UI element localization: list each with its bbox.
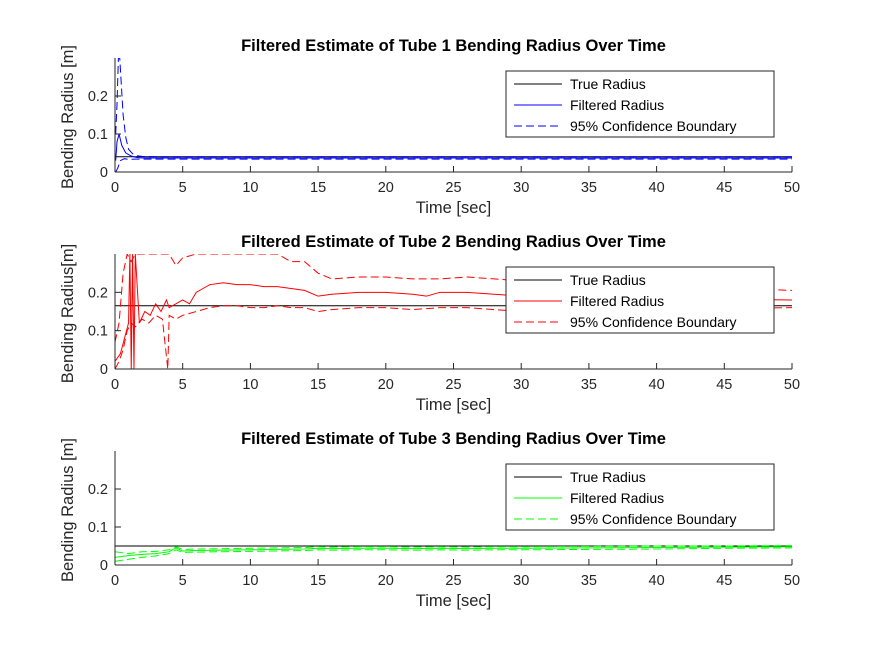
y-axis-label: Bending Radius [m]	[59, 438, 77, 582]
series-line-filtered-radius	[115, 546, 792, 558]
x-tick-label: 50	[784, 377, 800, 393]
legend-label: 95% Confidence Boundary	[570, 511, 737, 527]
legend-label: Filtered Radius	[570, 490, 664, 506]
y-axis-label: Bending Radius [m]	[59, 45, 77, 189]
x-tick-label: 25	[445, 377, 461, 393]
chart-panel-1: 0 5 10 15 20 25 30 35 40 45 50 0 0.1 0.2 Filtered Esti…	[59, 37, 800, 217]
x-tick-label: 20	[378, 180, 394, 196]
x-tick-label: 0	[111, 180, 119, 196]
x-tick-label: 20	[378, 573, 394, 589]
series-line-confidence-boundary	[115, 305, 792, 369]
y-axis-label: Bending Radius[m]	[59, 244, 77, 383]
legend-label: 95% Confidence Boundary	[570, 118, 737, 134]
series-line-filtered-radius	[115, 133, 792, 161]
legend: True Radius Filtered Radius 95% Confidence…	[505, 70, 775, 138]
x-tick-label: 15	[310, 573, 326, 589]
legend: True Radius Filtered Radius 95% Confidence…	[505, 463, 775, 531]
series-line-confidence-boundary	[115, 547, 792, 562]
x-tick-label: 0	[111, 573, 119, 589]
series-group	[115, 58, 792, 172]
y-tick-label: 0.2	[88, 482, 108, 498]
y-tick-label: 0	[100, 558, 108, 574]
y-tick-label: 0.2	[88, 285, 108, 301]
x-axis-label: Time [sec]	[416, 396, 491, 414]
x-tick-label: 50	[784, 573, 800, 589]
chart-panel-3: 0 5 10 15 20 25 30 35 40 45 50 0 0.1 0.2 Filtered Esti…	[59, 430, 800, 610]
x-tick-label: 25	[445, 180, 461, 196]
series-line-confidence-boundary	[115, 158, 792, 172]
x-tick-label: 15	[310, 180, 326, 196]
x-tick-label: 45	[716, 573, 732, 589]
x-tick-label: 5	[179, 180, 187, 196]
chart-title: Filtered Estimate of Tube 3 Bending Radi…	[241, 430, 666, 448]
y-tick-label: 0.1	[88, 520, 108, 536]
x-tick-label: 50	[784, 180, 800, 196]
series-line-confidence-boundary	[115, 545, 792, 555]
x-tick-label: 40	[649, 180, 665, 196]
x-tick-label: 0	[111, 377, 119, 393]
x-tick-label: 40	[649, 377, 665, 393]
x-tick-label: 30	[513, 180, 529, 196]
legend-label: True Radius	[570, 272, 646, 288]
series-line-confidence-boundary	[115, 58, 792, 158]
x-tick-label: 45	[716, 180, 732, 196]
x-tick-label: 35	[581, 573, 597, 589]
x-tick-label: 30	[513, 573, 529, 589]
x-axis-label: Time [sec]	[416, 592, 491, 610]
x-tick-label: 30	[513, 377, 529, 393]
legend: True Radius Filtered Radius 95% Confidence…	[505, 266, 775, 334]
x-tick-label: 10	[242, 180, 258, 196]
x-tick-label: 35	[581, 377, 597, 393]
legend-label: Filtered Radius	[570, 97, 664, 113]
legend-label: 95% Confidence Boundary	[570, 314, 737, 330]
x-tick-label: 5	[179, 573, 187, 589]
chart-title: Filtered Estimate of Tube 1 Bending Radi…	[241, 37, 666, 55]
y-tick-label: 0.2	[88, 89, 108, 105]
y-tick-label: 0.1	[88, 324, 108, 340]
x-tick-label: 35	[581, 180, 597, 196]
x-tick-label: 25	[445, 573, 461, 589]
legend-label: True Radius	[570, 469, 646, 485]
series-group	[115, 545, 792, 562]
y-tick-label: 0	[100, 165, 108, 181]
x-tick-label: 40	[649, 573, 665, 589]
x-tick-label: 20	[378, 377, 394, 393]
x-tick-label: 5	[179, 377, 187, 393]
series-line-filtered-radius	[115, 254, 792, 369]
x-tick-label: 15	[310, 377, 326, 393]
legend-label: True Radius	[570, 76, 646, 92]
y-tick-label: 0	[100, 362, 108, 378]
chart-title: Filtered Estimate of Tube 2 Bending Radi…	[241, 233, 666, 251]
x-tick-label: 45	[716, 377, 732, 393]
x-axis-label: Time [sec]	[416, 199, 491, 217]
chart-panel-2: 0 5 10 15 20 25 30 35 40 45 50 0 0.1 0.2 Filtered Esti…	[59, 233, 800, 414]
y-tick-label: 0.1	[88, 127, 108, 143]
legend-label: Filtered Radius	[570, 293, 664, 309]
x-tick-label: 10	[242, 377, 258, 393]
x-tick-label: 10	[242, 573, 258, 589]
